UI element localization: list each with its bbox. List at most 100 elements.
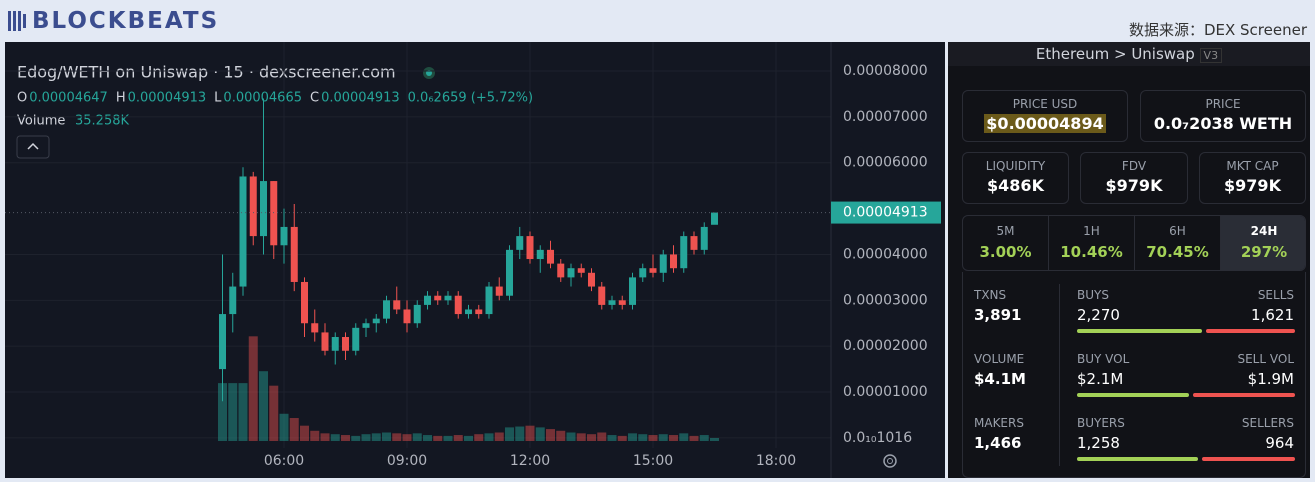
volume-bar xyxy=(412,433,422,441)
candle-body xyxy=(434,295,442,301)
collapse-button[interactable] xyxy=(16,135,50,159)
tab-value: 10.46% xyxy=(1060,243,1123,261)
stat-label: VOLUME xyxy=(974,352,1025,366)
candle-body xyxy=(506,249,513,296)
candle-body xyxy=(526,236,534,260)
tab-label: 24H xyxy=(1250,224,1278,238)
tab-label: 5M xyxy=(996,224,1015,238)
collapse-icon xyxy=(27,142,39,150)
tab-value: 70.45% xyxy=(1146,243,1209,261)
volume-bar xyxy=(361,434,371,441)
candle-body xyxy=(711,212,718,225)
chart: Edog/WETH on Uniswap · 15 · dexscreener.… xyxy=(5,42,945,478)
volume-bar xyxy=(423,435,432,441)
volume-bar xyxy=(289,418,299,441)
x-tick-label: 18:00 xyxy=(756,453,796,469)
volume-bar xyxy=(310,430,320,441)
volume-bar xyxy=(269,385,279,441)
y-tick-label: 0.00004000 xyxy=(843,246,928,262)
candle-body xyxy=(444,295,452,301)
volume-bar xyxy=(566,432,576,441)
volume-bar xyxy=(546,429,555,441)
candle-body xyxy=(557,263,565,278)
candle-body xyxy=(301,281,308,324)
candle-body xyxy=(239,176,247,287)
volume-bar xyxy=(300,425,309,441)
candle-body xyxy=(547,249,554,264)
pair-path: Ethereum > Uniswap V3 xyxy=(948,42,1310,66)
ohlc-value: 0.00004647 xyxy=(29,91,108,106)
volume-bar xyxy=(453,435,463,441)
tab-label: 6H xyxy=(1169,224,1186,238)
tab[interactable]: 5M 3.00% xyxy=(963,216,1049,270)
live-dot xyxy=(426,70,432,76)
candle-body xyxy=(454,295,462,315)
settings-icon[interactable] xyxy=(883,454,897,468)
label: PRICE xyxy=(1205,97,1241,111)
volume-bar xyxy=(710,437,719,441)
candle-body xyxy=(659,254,667,273)
volume-bar xyxy=(464,435,473,441)
tab[interactable]: 6H 70.45% xyxy=(1135,216,1221,270)
candle-body xyxy=(536,249,544,260)
candle-body xyxy=(639,268,647,278)
right-value: $1.9M xyxy=(1247,370,1294,388)
buy-bar xyxy=(1077,457,1199,461)
volume-bar xyxy=(351,435,361,441)
candle-body xyxy=(352,327,360,351)
volume-bar xyxy=(689,435,699,441)
value: $979K xyxy=(1105,176,1163,195)
left-label: BUYERS xyxy=(1077,416,1125,430)
y-tick-label: 0.00003000 xyxy=(843,292,928,308)
volume-bar xyxy=(279,413,289,441)
y-tick-label: 0.00006000 xyxy=(843,155,928,171)
version: V3 xyxy=(1199,48,1223,63)
volume-bar xyxy=(669,435,678,441)
volume-bar xyxy=(679,433,689,441)
chain[interactable]: Ethereum xyxy=(1035,45,1110,63)
volume-bar xyxy=(505,427,514,441)
value: 0.0₇2038 WETH xyxy=(1153,114,1293,133)
dex[interactable]: Uniswap xyxy=(1131,45,1195,63)
volume-value: 35.258K xyxy=(75,114,129,129)
volume-bar xyxy=(228,383,238,441)
stat-value: 3,891 xyxy=(974,306,1022,324)
volume-bar xyxy=(238,383,248,441)
candle-body xyxy=(577,268,585,273)
label: MKT CAP xyxy=(1226,159,1279,173)
candle-body xyxy=(331,337,339,351)
volume-bar xyxy=(218,383,227,441)
sell-bar xyxy=(1193,393,1295,397)
sell-bar xyxy=(1205,329,1295,333)
candle-body xyxy=(598,286,606,305)
candle-body xyxy=(413,304,421,324)
tab-label: 1H xyxy=(1083,224,1100,238)
stat-value: $4.1M xyxy=(974,370,1026,388)
logo-text: BLOCKBEATS xyxy=(32,8,220,34)
price-usd-card: PRICE USD $0.00004894 xyxy=(962,90,1128,142)
volume-bar xyxy=(392,433,402,441)
y-tick-label: 0.00001000 xyxy=(843,384,928,400)
candle-body xyxy=(249,176,257,237)
volume-bar xyxy=(474,434,484,441)
volume-bar xyxy=(607,435,617,441)
volume-bar xyxy=(494,432,504,441)
tab-value: 3.00% xyxy=(979,243,1032,261)
left-label: BUY VOL xyxy=(1077,352,1130,366)
volume-bar xyxy=(556,430,566,441)
chart-title: Edog/WETH on Uniswap · 15 · dexscreener.… xyxy=(17,63,396,82)
volume-bar xyxy=(638,434,648,441)
volume-bar xyxy=(341,435,350,441)
value: $0.00004894 xyxy=(984,114,1106,133)
candle-body xyxy=(629,277,636,305)
y-tick-label: 0.00002000 xyxy=(843,338,928,354)
tab[interactable]: 1H 10.46% xyxy=(1049,216,1135,270)
candle-body xyxy=(465,309,472,315)
candle-body xyxy=(342,337,349,351)
x-tick-label: 06:00 xyxy=(264,453,304,469)
ohlc-key: C xyxy=(310,91,319,106)
liquidity-card: LIQUIDITY $486K xyxy=(962,152,1069,204)
volume-bar xyxy=(597,432,607,441)
tab[interactable]: 24H 297% xyxy=(1221,216,1305,270)
value: $979K xyxy=(1224,176,1281,195)
